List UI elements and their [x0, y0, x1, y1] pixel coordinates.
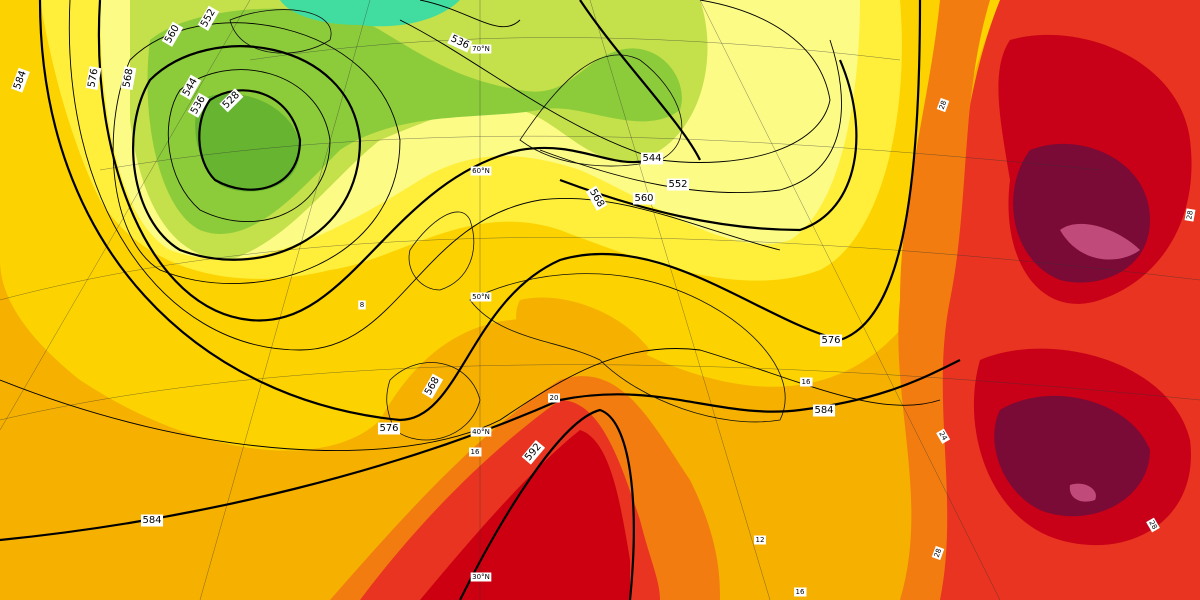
label-background — [794, 587, 807, 597]
label-background — [358, 300, 366, 310]
temperature-label: 16 — [471, 448, 480, 456]
temperature-label: 28 — [933, 547, 944, 558]
label-background — [470, 427, 492, 437]
label-background — [585, 185, 608, 211]
contour-label: 560 — [634, 193, 653, 204]
contour-labels: 560 552 544 536 528 568 576 584 536 544 … — [11, 5, 843, 527]
label-background — [470, 292, 492, 302]
label-background — [421, 373, 444, 399]
label-background — [819, 334, 843, 347]
contour-label: 576 — [821, 335, 840, 346]
label-background — [548, 393, 560, 403]
label-background — [179, 74, 202, 100]
contour-label: 552 — [668, 179, 687, 190]
latitude-label: 50°N — [472, 293, 490, 301]
temperature-label: 20 — [550, 394, 559, 402]
temperature-label: 24 — [937, 430, 949, 442]
label-background — [1146, 517, 1160, 533]
label-background — [219, 88, 244, 113]
contour-label: 584 — [142, 515, 161, 526]
temperature-labels: 16 20 12 16 24 28 28 28 28 8 16 — [358, 97, 1196, 597]
label-background — [812, 404, 836, 417]
label-background — [640, 152, 664, 165]
latitude-label: 70°N — [472, 45, 490, 53]
temperature-label: 12 — [756, 536, 765, 544]
label-background — [161, 21, 184, 47]
contour-label: 584 — [814, 405, 833, 416]
label-background — [11, 67, 30, 93]
label-background — [140, 514, 164, 527]
label-background — [936, 97, 950, 113]
latitude-label: 60°N — [472, 167, 490, 175]
label-background — [197, 5, 220, 31]
label-background — [936, 428, 951, 444]
latitude-labels: 70°N 60°N 50°N 40°N 30°N — [470, 44, 492, 582]
contour-label: 568 — [121, 68, 135, 89]
temperature-label: 28 — [938, 99, 949, 110]
label-background — [800, 377, 813, 387]
label-background — [85, 66, 102, 91]
label-background — [377, 422, 401, 435]
temperature-label: 16 — [802, 378, 811, 386]
label-background — [469, 447, 482, 457]
label-background — [931, 545, 945, 561]
height-contours — [0, 0, 961, 600]
label-background — [666, 178, 690, 191]
label-background — [470, 166, 492, 176]
label-background — [447, 32, 473, 53]
temperature-label: 8 — [360, 301, 364, 309]
label-background — [632, 192, 656, 205]
label-background — [1184, 208, 1196, 222]
label-background — [187, 92, 210, 118]
temperature-label: 16 — [796, 588, 805, 596]
contour-label: 576 — [379, 423, 398, 434]
label-background — [470, 572, 492, 582]
temperature-label: 28 — [1185, 210, 1194, 220]
latitude-label: 30°N — [472, 573, 490, 581]
latitude-label: 40°N — [472, 428, 490, 436]
label-background — [470, 44, 492, 54]
contour-label: 576 — [86, 68, 100, 89]
label-background — [754, 535, 766, 545]
contour-label: 544 — [642, 153, 661, 164]
label-background — [521, 440, 546, 465]
temperature-label: 28 — [1147, 519, 1158, 531]
label-background — [120, 66, 137, 91]
